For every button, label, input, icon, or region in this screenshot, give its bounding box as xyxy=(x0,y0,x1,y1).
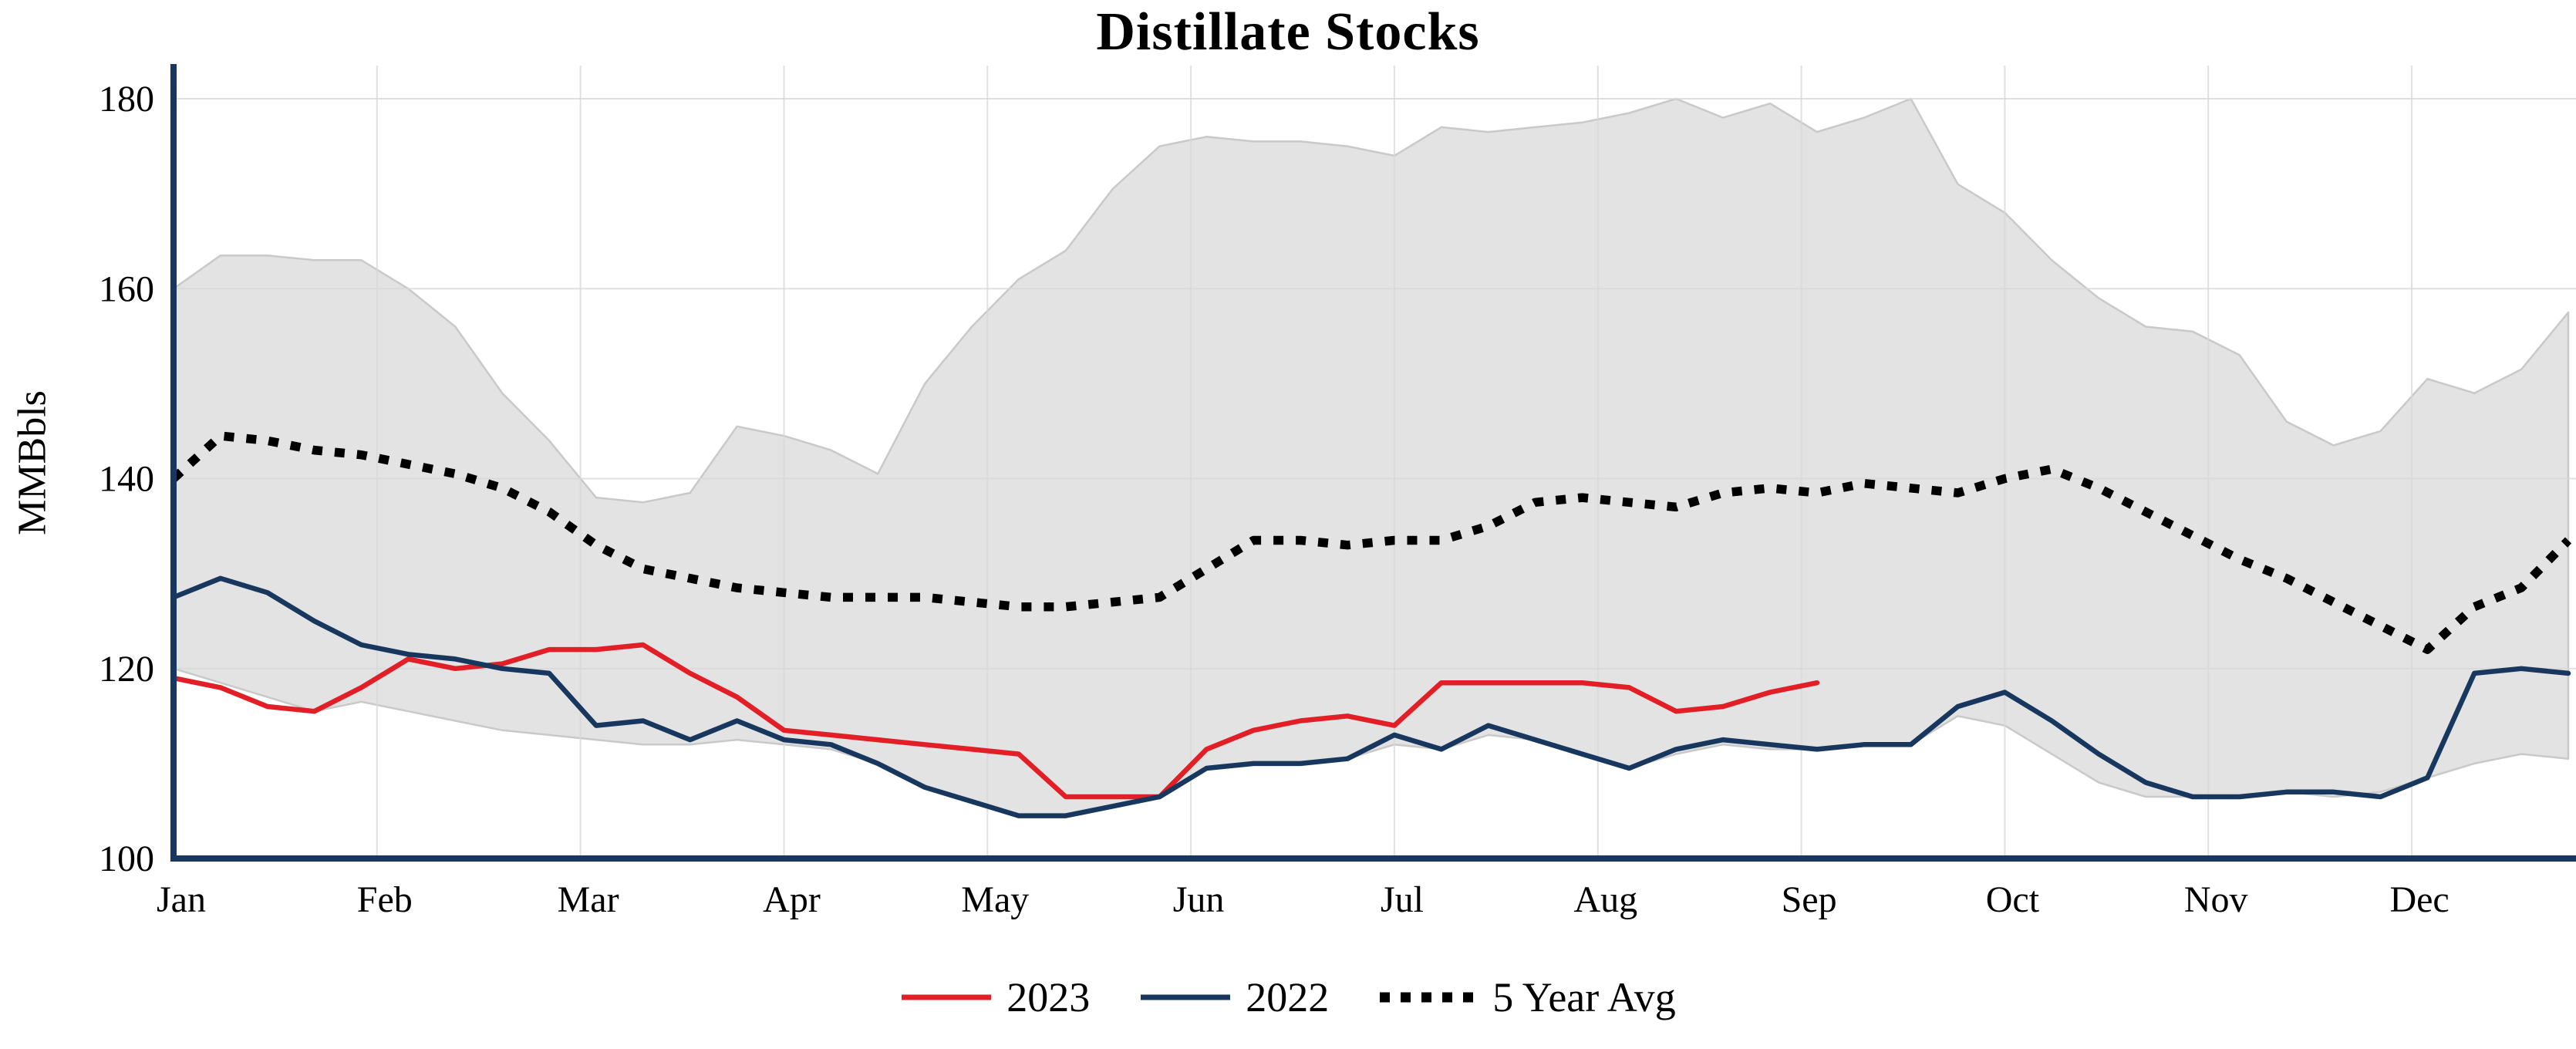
legend-item-2023: 2023 xyxy=(900,973,1090,1021)
series-2022 xyxy=(170,575,2571,818)
x-tick-label: Nov xyxy=(2184,879,2248,920)
y-tick-label: 100 xyxy=(99,838,154,879)
chart-title: Distillate Stocks xyxy=(1096,2,1480,62)
x-tick-label: Oct xyxy=(1986,879,2040,920)
x-tick-label: Jan xyxy=(157,879,206,920)
five-year-range-band xyxy=(172,97,2570,817)
legend-item-2022: 2022 xyxy=(1139,973,1329,1021)
x-tick-label: Feb xyxy=(357,879,413,920)
y-tick-label: 140 xyxy=(99,459,154,500)
y-tick-label: 120 xyxy=(99,649,154,690)
y-tick-label: 180 xyxy=(99,79,154,120)
x-tick-label: Apr xyxy=(763,879,821,920)
legend-label-2023: 2023 xyxy=(1006,974,1091,1020)
legend-line-2023-icon xyxy=(902,994,992,1000)
x-tick-label: Sep xyxy=(1782,879,1837,920)
series-2023 xyxy=(170,642,1820,800)
legend-item-5yr-avg: 5 Year Avg xyxy=(1378,973,1676,1021)
legend-label-2022: 2022 xyxy=(1246,974,1330,1020)
legend: 2023 2022 5 Year Avg xyxy=(0,973,2576,1021)
x-tick-label: Mar xyxy=(558,879,619,920)
series-5-year-avg xyxy=(170,431,2572,654)
x-tick-label: Jun xyxy=(1173,879,1225,920)
legend-label-5yr-avg: 5 Year Avg xyxy=(1492,974,1676,1020)
y-tick-label: 160 xyxy=(99,268,154,309)
x-tick-label: May xyxy=(961,879,1029,920)
x-tick-label: Jul xyxy=(1381,879,1424,920)
x-tick-label: Dec xyxy=(2389,879,2449,920)
legend-dotted-line-icon xyxy=(1380,992,1478,1003)
legend-line-2022-icon xyxy=(1141,994,1231,1000)
x-tick-label: Aug xyxy=(1573,879,1637,920)
